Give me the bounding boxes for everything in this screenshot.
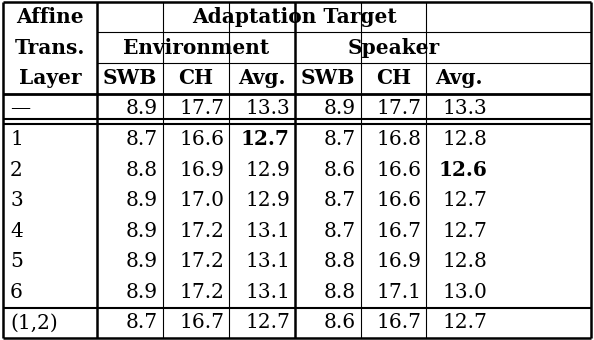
Text: 12.9: 12.9 (245, 160, 290, 180)
Text: 16.6: 16.6 (179, 130, 224, 149)
Text: 8.7: 8.7 (324, 191, 356, 210)
Text: 8.8: 8.8 (126, 160, 158, 180)
Text: 4: 4 (10, 222, 23, 241)
Text: 16.9: 16.9 (179, 160, 224, 180)
Text: Adaptation Target: Adaptation Target (192, 7, 397, 27)
Text: Affine: Affine (16, 7, 84, 27)
Text: 8.6: 8.6 (324, 313, 356, 333)
Text: 17.2: 17.2 (179, 252, 224, 271)
Text: 12.7: 12.7 (443, 313, 488, 333)
Text: 12.7: 12.7 (245, 313, 290, 333)
Text: 13.1: 13.1 (245, 252, 290, 271)
Text: 16.8: 16.8 (377, 130, 422, 149)
Text: 1: 1 (10, 130, 23, 149)
Text: 8.9: 8.9 (126, 252, 158, 271)
Text: 13.1: 13.1 (245, 222, 290, 241)
Text: 17.2: 17.2 (179, 283, 224, 302)
Text: 12.8: 12.8 (443, 130, 488, 149)
Text: 16.6: 16.6 (377, 160, 422, 180)
Text: 8.9: 8.9 (126, 283, 158, 302)
Text: Avg.: Avg. (435, 68, 483, 88)
Text: 13.3: 13.3 (245, 99, 290, 118)
Text: (1,2): (1,2) (10, 313, 58, 333)
Text: 8.9: 8.9 (126, 222, 158, 241)
Text: 5: 5 (10, 252, 23, 271)
Text: 13.1: 13.1 (245, 283, 290, 302)
Text: 6: 6 (10, 283, 23, 302)
Text: Trans.: Trans. (15, 38, 85, 57)
Text: 17.7: 17.7 (179, 99, 224, 118)
Text: 8.7: 8.7 (324, 130, 356, 149)
Text: SWB: SWB (301, 68, 355, 88)
Text: 17.7: 17.7 (377, 99, 422, 118)
Text: 16.7: 16.7 (377, 313, 422, 333)
Text: 17.1: 17.1 (377, 283, 422, 302)
Text: 8.9: 8.9 (126, 99, 158, 118)
Text: 13.0: 13.0 (443, 283, 488, 302)
Text: CH: CH (376, 68, 411, 88)
Text: Speaker: Speaker (347, 38, 440, 57)
Text: 12.9: 12.9 (245, 191, 290, 210)
Text: 12.6: 12.6 (438, 160, 488, 180)
Text: 12.7: 12.7 (443, 191, 488, 210)
Text: Avg.: Avg. (238, 68, 286, 88)
Text: Layer: Layer (19, 68, 81, 88)
Text: 8.7: 8.7 (324, 222, 356, 241)
Text: 8.9: 8.9 (126, 191, 158, 210)
Text: 16.9: 16.9 (377, 252, 422, 271)
Text: 16.6: 16.6 (377, 191, 422, 210)
Text: CH: CH (178, 68, 213, 88)
Text: 8.7: 8.7 (126, 130, 158, 149)
Text: 2: 2 (10, 160, 23, 180)
Text: 12.7: 12.7 (241, 130, 290, 149)
Text: SWB: SWB (103, 68, 157, 88)
Text: 8.6: 8.6 (324, 160, 356, 180)
Text: 3: 3 (10, 191, 23, 210)
Text: 17.2: 17.2 (179, 222, 224, 241)
Text: 8.8: 8.8 (324, 283, 356, 302)
Text: 8.9: 8.9 (324, 99, 356, 118)
Text: 8.7: 8.7 (126, 313, 158, 333)
Text: 12.7: 12.7 (443, 222, 488, 241)
Text: 17.0: 17.0 (179, 191, 224, 210)
Text: —: — (10, 99, 30, 118)
Text: Environment: Environment (123, 38, 269, 57)
Text: 13.3: 13.3 (443, 99, 488, 118)
Text: 16.7: 16.7 (179, 313, 224, 333)
Text: 12.8: 12.8 (443, 252, 488, 271)
Text: 8.8: 8.8 (324, 252, 356, 271)
Text: 16.7: 16.7 (377, 222, 422, 241)
